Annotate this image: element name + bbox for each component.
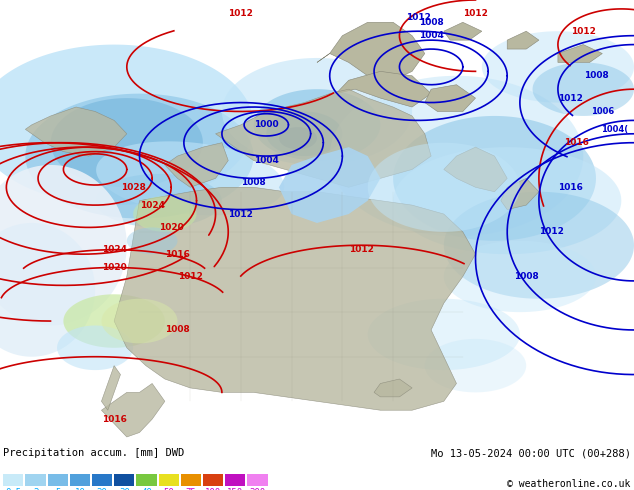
Bar	[247, 474, 268, 487]
Polygon shape	[368, 143, 520, 232]
Polygon shape	[0, 165, 127, 325]
Text: 1028: 1028	[120, 183, 146, 192]
Polygon shape	[0, 223, 95, 357]
Polygon shape	[533, 62, 634, 116]
Polygon shape	[25, 107, 127, 156]
Text: 1012: 1012	[349, 245, 374, 254]
Polygon shape	[393, 147, 621, 254]
Text: 30: 30	[119, 488, 129, 490]
Bar	[3, 474, 23, 487]
Bar	[158, 474, 179, 487]
Polygon shape	[393, 116, 596, 241]
Text: 1008: 1008	[418, 18, 444, 27]
Text: 1012: 1012	[571, 27, 596, 36]
Text: 150: 150	[227, 488, 243, 490]
Bar	[136, 474, 157, 487]
Polygon shape	[279, 147, 380, 223]
Polygon shape	[96, 141, 284, 216]
Text: 1012: 1012	[463, 9, 488, 18]
Polygon shape	[25, 94, 254, 219]
Text: 10: 10	[75, 488, 85, 490]
Polygon shape	[336, 72, 431, 107]
Polygon shape	[216, 89, 431, 187]
Text: © weatheronline.co.uk: © weatheronline.co.uk	[507, 479, 631, 489]
Text: 1020: 1020	[158, 223, 184, 232]
Polygon shape	[266, 112, 342, 156]
Text: 1006: 1006	[591, 107, 614, 116]
Polygon shape	[444, 192, 634, 299]
Polygon shape	[279, 127, 317, 149]
Text: 1012: 1012	[406, 13, 431, 23]
Bar	[203, 474, 223, 487]
Text: 0.5: 0.5	[5, 488, 22, 490]
Polygon shape	[57, 325, 133, 370]
Polygon shape	[330, 76, 583, 236]
Polygon shape	[165, 143, 228, 187]
Text: 1000: 1000	[254, 121, 278, 129]
Polygon shape	[507, 31, 539, 49]
Text: 1008: 1008	[241, 178, 266, 187]
Polygon shape	[374, 379, 412, 397]
Text: 100: 100	[205, 488, 221, 490]
Polygon shape	[444, 241, 596, 312]
Polygon shape	[101, 366, 120, 410]
Text: 1016: 1016	[564, 138, 590, 147]
Polygon shape	[482, 31, 634, 102]
Polygon shape	[501, 178, 539, 210]
Bar	[25, 474, 46, 487]
Polygon shape	[0, 45, 254, 205]
Text: 2: 2	[33, 488, 38, 490]
Text: 50: 50	[164, 488, 174, 490]
Bar	[114, 474, 134, 487]
Polygon shape	[101, 384, 165, 437]
Text: 1004: 1004	[418, 31, 444, 40]
Polygon shape	[444, 147, 507, 192]
Polygon shape	[95, 174, 222, 227]
Bar	[48, 474, 68, 487]
Text: 1012: 1012	[558, 94, 583, 102]
Polygon shape	[114, 187, 476, 410]
Polygon shape	[444, 22, 482, 40]
Bar	[70, 474, 90, 487]
Text: 20: 20	[97, 488, 107, 490]
Polygon shape	[63, 294, 165, 348]
Polygon shape	[368, 299, 520, 370]
Text: 1016: 1016	[558, 183, 583, 192]
Polygon shape	[133, 196, 197, 232]
Text: Precipitation accum. [mm] DWD: Precipitation accum. [mm] DWD	[3, 448, 184, 458]
Polygon shape	[425, 85, 476, 112]
Polygon shape	[51, 98, 203, 187]
Polygon shape	[317, 22, 425, 80]
Polygon shape	[222, 58, 412, 165]
Text: 1012: 1012	[228, 210, 254, 219]
Bar	[181, 474, 201, 487]
Text: 1004: 1004	[254, 156, 279, 165]
Text: 75: 75	[186, 488, 196, 490]
Text: 1004(: 1004(	[602, 125, 628, 134]
Text: 1016: 1016	[165, 250, 190, 259]
Text: 1012: 1012	[178, 272, 203, 281]
Text: 1012: 1012	[539, 227, 564, 236]
Text: 1024: 1024	[139, 200, 165, 210]
Text: 1008: 1008	[165, 325, 190, 335]
Polygon shape	[425, 339, 526, 392]
Text: 1024: 1024	[101, 245, 127, 254]
Text: 200: 200	[249, 488, 266, 490]
Text: 40: 40	[141, 488, 152, 490]
Text: 1012: 1012	[228, 9, 254, 18]
Polygon shape	[101, 299, 178, 343]
Bar	[225, 474, 245, 487]
Polygon shape	[254, 89, 380, 161]
Text: 1020: 1020	[101, 263, 127, 272]
Text: 1008: 1008	[583, 72, 609, 80]
Bar	[92, 474, 112, 487]
Polygon shape	[558, 45, 602, 62]
Text: Mo 13-05-2024 00:00 UTC (00+288): Mo 13-05-2024 00:00 UTC (00+288)	[431, 448, 631, 458]
Text: 5: 5	[55, 488, 60, 490]
Polygon shape	[127, 227, 178, 254]
Text: 1016: 1016	[101, 415, 127, 424]
Text: 1008: 1008	[514, 272, 539, 281]
